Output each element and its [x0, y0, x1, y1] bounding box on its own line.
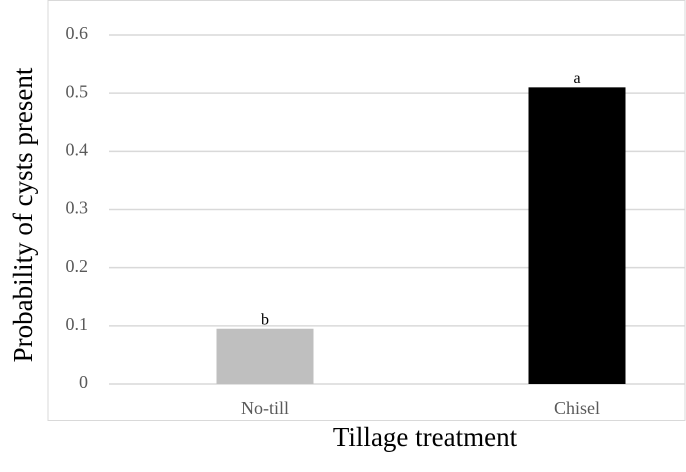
- y-tick-label: 0.4: [66, 139, 89, 159]
- y-tick-label: 0.2: [66, 256, 89, 276]
- chart-frame: [47, 0, 686, 421]
- x-tick-label: Chisel: [554, 398, 600, 418]
- x-tick-label: No-till: [241, 398, 289, 418]
- significance-letter: a: [573, 70, 580, 87]
- y-tick-label: 0.6: [66, 23, 89, 43]
- y-axis-label: Probability of cysts present: [8, 67, 38, 362]
- y-tick-label: 0.1: [66, 314, 89, 334]
- y-tick-label: 0: [79, 372, 88, 392]
- bar: [216, 328, 314, 384]
- y-tick-label: 0.3: [66, 198, 89, 218]
- x-axis-label: Tillage treatment: [333, 422, 518, 452]
- bar: [528, 87, 626, 384]
- significance-letter: b: [261, 311, 269, 328]
- y-tick-label: 0.5: [66, 81, 89, 101]
